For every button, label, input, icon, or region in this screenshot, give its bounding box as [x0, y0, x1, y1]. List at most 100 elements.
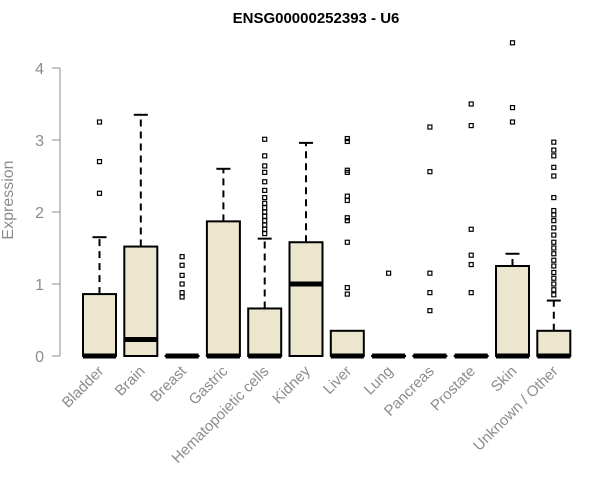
outlier-point — [551, 195, 557, 201]
y-axis: 0 1 2 3 4 — [35, 61, 61, 366]
box-bladder — [82, 119, 117, 359]
outlier-point — [344, 138, 350, 145]
box-gastric — [205, 167, 241, 359]
box-iqr — [329, 329, 365, 357]
x-tick-label: Breast — [147, 362, 190, 405]
outlier-point — [468, 101, 474, 107]
y-tick-label: 1 — [35, 277, 44, 294]
outlier-point — [551, 218, 557, 224]
outlier-point — [551, 275, 557, 281]
outlier-point — [509, 119, 516, 125]
outlier-point — [551, 251, 557, 257]
outlier-point — [96, 159, 103, 165]
outlier-point — [179, 281, 185, 287]
outlier-point — [468, 226, 474, 232]
outlier-point — [427, 270, 433, 276]
outlier-point — [551, 269, 557, 276]
outlier-point — [344, 291, 350, 297]
outlier-point — [427, 169, 433, 175]
outlier-point — [468, 290, 474, 296]
outlier-point — [468, 122, 474, 129]
outlier-point — [96, 190, 103, 196]
box-iqr — [536, 329, 572, 357]
outlier-point — [551, 287, 557, 293]
outlier-point — [262, 179, 268, 185]
outlier-point — [551, 232, 557, 238]
outlier-point — [344, 193, 350, 199]
outlier-point — [468, 252, 474, 258]
y-tick-label: 4 — [35, 61, 44, 78]
outlier-point — [386, 270, 392, 276]
outlier-point — [509, 40, 516, 46]
box-breast — [164, 254, 200, 359]
box-brain — [123, 113, 159, 357]
outlier-point — [551, 225, 557, 231]
outlier-point — [262, 213, 268, 219]
outlier-point — [344, 218, 350, 224]
outlier-point — [262, 163, 268, 169]
box-pancreas — [412, 124, 448, 359]
outlier-point — [179, 294, 185, 300]
outlier-point — [262, 153, 268, 159]
box-hematopoietic-cells — [247, 136, 283, 359]
outlier-point — [551, 281, 557, 287]
box-skin — [495, 40, 530, 359]
outlier-point — [344, 215, 350, 221]
outlier-point — [427, 290, 433, 296]
outlier-point — [179, 272, 185, 278]
outlier-point — [179, 290, 185, 296]
outlier-point — [468, 261, 474, 268]
outlier-point — [179, 254, 185, 260]
box-iqr — [247, 307, 283, 358]
box-iqr — [205, 220, 241, 357]
outlier-point — [179, 262, 185, 268]
x-tick-label: Brain — [112, 363, 149, 400]
outlier-point — [262, 209, 268, 215]
outlier-point — [551, 207, 557, 214]
outlier-point — [262, 218, 268, 224]
x-tick-label: Prostate — [427, 363, 479, 415]
outlier-point — [262, 136, 268, 142]
outlier-point — [551, 263, 557, 269]
box-iqr — [82, 293, 117, 357]
outlier-point — [344, 239, 350, 245]
outlier-point — [551, 292, 557, 298]
outlier-point — [509, 104, 516, 111]
outlier-point — [551, 245, 557, 251]
outlier-point — [262, 205, 268, 211]
box-iqr — [495, 265, 530, 357]
boxes — [82, 40, 572, 359]
outlier-point — [551, 212, 557, 218]
y-tick-label: 0 — [35, 349, 44, 366]
outlier-point — [551, 173, 557, 179]
outlier-point — [262, 226, 268, 232]
box-iqr — [288, 241, 324, 358]
outlier-point — [551, 139, 557, 145]
outlier-point — [344, 167, 350, 173]
outlier-point — [262, 222, 268, 228]
box-prostate — [453, 101, 489, 359]
outlier-point — [262, 231, 268, 237]
x-tick-label: Lung — [361, 363, 397, 399]
x-tick-label: Bladder — [59, 363, 108, 412]
outlier-point — [551, 164, 557, 170]
chart-title: ENSG00000252393 - U6 — [233, 10, 400, 27]
outlier-point — [427, 308, 433, 314]
outlier-point — [262, 187, 268, 193]
x-tick-label: Kidney — [269, 362, 314, 407]
outlier-point — [551, 153, 557, 159]
outlier-point — [427, 124, 433, 130]
box-unknown-other — [536, 139, 572, 359]
box-liver — [329, 135, 365, 359]
box-kidney — [288, 141, 324, 358]
outlier-point — [551, 147, 557, 153]
outlier-point — [551, 257, 557, 263]
outlier-point — [551, 239, 557, 245]
y-tick-label: 3 — [35, 133, 44, 150]
outlier-point — [344, 285, 350, 291]
box-lung — [371, 270, 407, 359]
outlier-point — [262, 195, 268, 201]
outlier-point — [344, 197, 350, 204]
outlier-point — [96, 119, 103, 125]
